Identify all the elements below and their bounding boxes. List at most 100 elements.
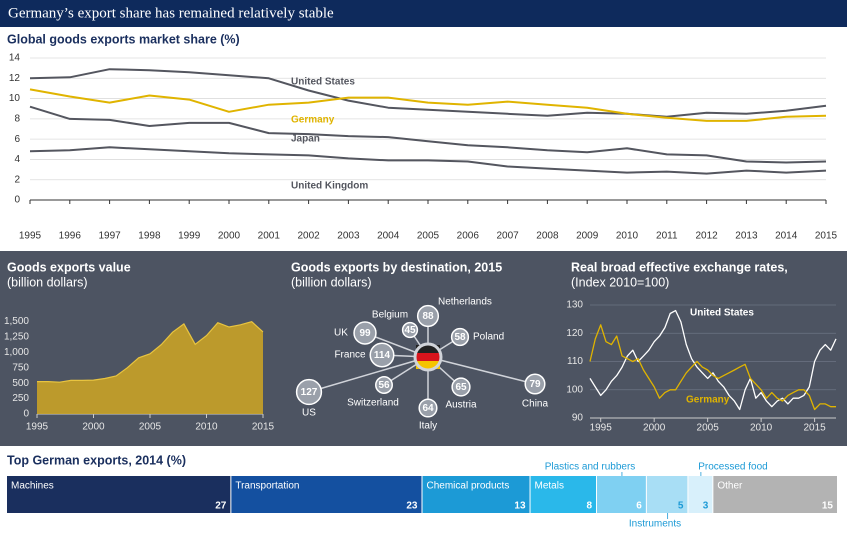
value-label: 58 xyxy=(454,332,466,343)
header-title: Germany’s export share has remained rela… xyxy=(8,5,334,21)
x-tick-label: 2009 xyxy=(576,231,599,242)
y-tick-label: 4 xyxy=(14,154,20,165)
flag-gold xyxy=(416,361,440,369)
area-line xyxy=(37,321,264,383)
value-label: 23 xyxy=(406,501,418,512)
category-label: Instruments xyxy=(629,519,681,530)
series-label: Germany xyxy=(291,115,335,126)
value-label: 45 xyxy=(404,325,416,336)
y-tick-label: 130 xyxy=(566,300,583,311)
x-tick-label: 2005 xyxy=(417,231,440,242)
bubble xyxy=(375,376,393,394)
x-tick-label: 2015 xyxy=(803,423,826,434)
value-label: 3 xyxy=(703,501,709,512)
x-tick-label: 2006 xyxy=(457,231,480,242)
bubble xyxy=(451,377,471,397)
bar-segment xyxy=(422,476,530,513)
chart-title: Real broad effective exchange rates, xyxy=(571,260,788,274)
bubble xyxy=(450,327,470,347)
x-tick-label: 2015 xyxy=(252,422,275,433)
category-label: Chemical products xyxy=(427,481,510,492)
y-tick-label: 500 xyxy=(12,378,29,389)
bar-segment xyxy=(688,476,713,513)
series-line xyxy=(589,324,836,411)
category-label: Belgium xyxy=(372,310,408,321)
y-tick-label: 120 xyxy=(566,328,583,339)
value-label: 64 xyxy=(422,403,434,414)
category-label: Italy xyxy=(419,421,437,432)
series-line xyxy=(29,68,827,118)
x-tick-label: 2008 xyxy=(536,231,559,242)
category-label: France xyxy=(334,350,366,361)
x-tick-label: 1998 xyxy=(138,231,161,242)
category-label: Transportation xyxy=(235,481,299,492)
x-tick-label: 2000 xyxy=(82,422,105,433)
bubble xyxy=(418,398,438,418)
series-label: United Kingdom xyxy=(291,181,368,192)
value-label: 99 xyxy=(359,328,371,339)
series-label: Japan xyxy=(291,134,320,145)
y-tick-label: 10 xyxy=(9,93,21,104)
x-tick-label: 2001 xyxy=(258,231,281,242)
bubble xyxy=(416,304,440,328)
chart-title: Global goods exports market share (%) xyxy=(7,32,240,46)
x-tick-label: 1995 xyxy=(19,231,42,242)
x-tick-label: 2012 xyxy=(695,231,718,242)
bar-segment xyxy=(530,476,597,513)
x-tick-label: 2004 xyxy=(377,231,400,242)
category-label: Machines xyxy=(11,481,54,492)
series-line xyxy=(29,146,827,175)
value-label: 8 xyxy=(586,501,592,512)
x-tick-label: 2010 xyxy=(750,423,773,434)
area-fill xyxy=(37,321,263,414)
category-label: Metals xyxy=(535,481,564,492)
chart-subtitle: (billion dollars) xyxy=(291,275,372,289)
x-tick-label: 2013 xyxy=(735,231,758,242)
value-label: 114 xyxy=(374,350,391,361)
category-label: Poland xyxy=(473,332,504,343)
y-tick-label: 0 xyxy=(14,195,20,206)
category-label: UK xyxy=(334,328,348,339)
x-tick-label: 2014 xyxy=(775,231,798,242)
y-tick-label: 90 xyxy=(572,413,584,424)
x-tick-label: 2005 xyxy=(139,422,162,433)
value-label: 13 xyxy=(514,501,526,512)
value-label: 6 xyxy=(636,501,642,512)
x-tick-label: 2000 xyxy=(643,423,666,434)
x-tick-label: 2010 xyxy=(195,422,218,433)
category-label: US xyxy=(302,408,316,419)
category-label: Plastics and rubbers xyxy=(545,462,636,473)
bar-segment xyxy=(597,476,646,513)
category-label: Processed food xyxy=(698,462,768,473)
bubble xyxy=(401,321,419,339)
y-tick-label: 8 xyxy=(14,113,20,124)
chart-subtitle: (billion dollars) xyxy=(7,275,88,289)
value-label: 15 xyxy=(822,501,834,512)
value-label: 65 xyxy=(455,382,467,393)
hub-rim xyxy=(413,342,443,372)
bar-segment xyxy=(231,476,422,513)
chart-title: Goods exports by destination, 2015 xyxy=(291,260,502,274)
bubble xyxy=(369,342,395,368)
x-tick-label: 2005 xyxy=(697,423,720,434)
header-band xyxy=(0,0,847,27)
value-label: 88 xyxy=(422,311,434,322)
x-tick-label: 2007 xyxy=(496,231,519,242)
x-tick-label: 1997 xyxy=(98,231,121,242)
spoke xyxy=(427,356,536,385)
x-tick-label: 1996 xyxy=(59,231,82,242)
y-tick-label: 750 xyxy=(12,362,29,373)
value-label: 5 xyxy=(678,501,684,512)
flag-black xyxy=(416,345,440,353)
bubble xyxy=(353,321,377,345)
x-tick-label: 2003 xyxy=(337,231,360,242)
y-tick-label: 250 xyxy=(12,393,29,404)
x-tick-label: 2010 xyxy=(616,231,639,242)
y-tick-label: 2 xyxy=(14,174,20,185)
x-tick-label: 1995 xyxy=(590,423,613,434)
series-label: Germany xyxy=(686,395,730,406)
chart-subtitle: (Index 2010=100) xyxy=(571,275,669,289)
chart-title: Goods exports value xyxy=(7,260,131,274)
